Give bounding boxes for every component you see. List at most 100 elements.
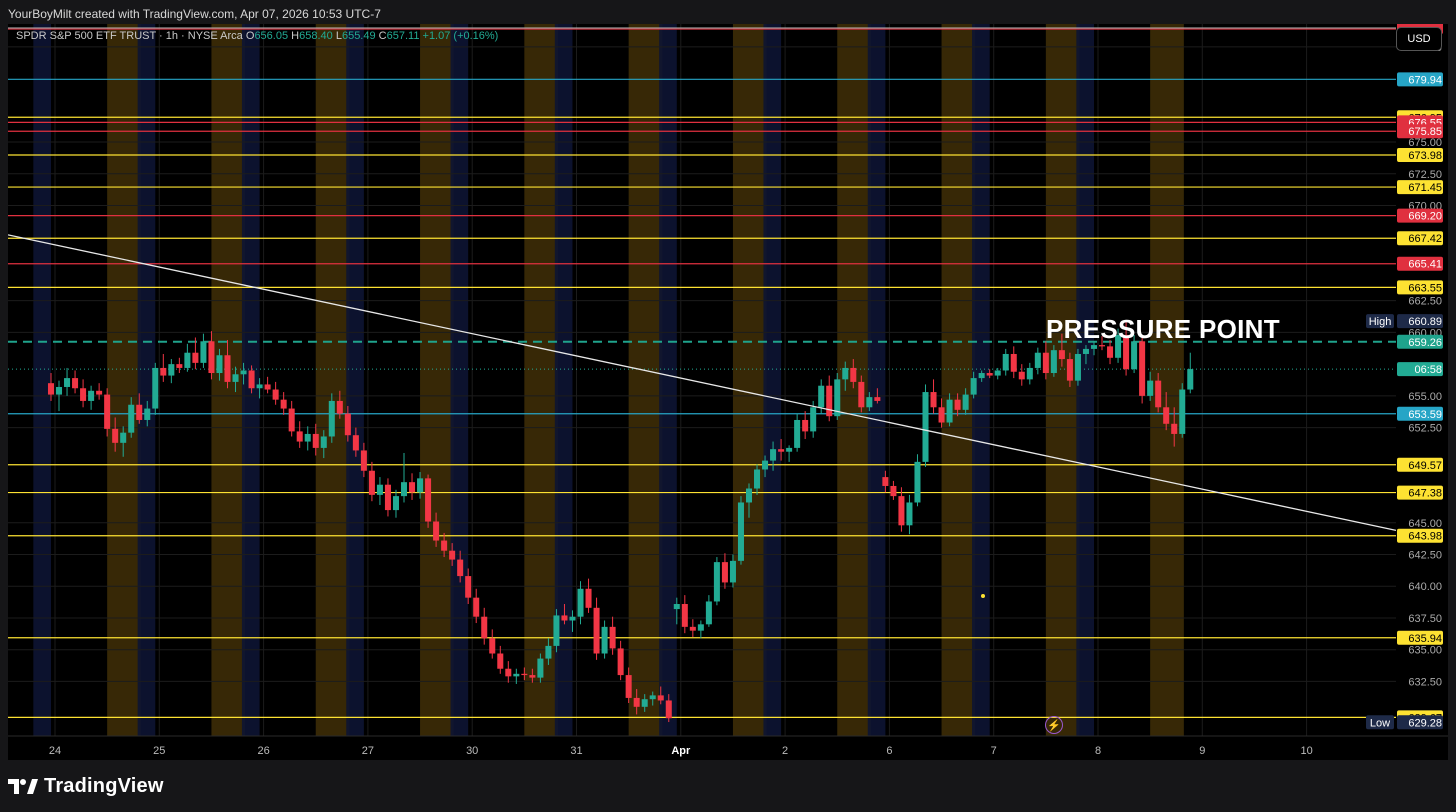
level-price-tag: 663.55 bbox=[1408, 282, 1442, 294]
afterhours-band bbox=[1045, 24, 1080, 736]
level-price-tag: 669.20 bbox=[1408, 211, 1442, 223]
afterhours-band bbox=[315, 24, 350, 736]
time-tick-label: 31 bbox=[570, 745, 582, 757]
price-tick-label: 652.50 bbox=[1408, 423, 1442, 435]
candle-up bbox=[1187, 369, 1194, 390]
premarket-band bbox=[33, 24, 51, 736]
open-label: O bbox=[245, 30, 255, 42]
candle-up bbox=[697, 624, 704, 631]
level-price-tag-bg bbox=[1397, 485, 1443, 500]
candle-down bbox=[497, 653, 504, 669]
candle-down bbox=[104, 394, 111, 429]
chart-panel[interactable]: 682.50675.00672.50670.00662.50660.00655.… bbox=[8, 24, 1448, 760]
candle-up bbox=[745, 488, 753, 503]
currency-button[interactable]: USD bbox=[1396, 27, 1442, 51]
session-bands bbox=[33, 24, 1184, 736]
candle-down bbox=[489, 638, 496, 654]
candle-up bbox=[906, 502, 913, 526]
level-price-tag: 643.98 bbox=[1408, 531, 1442, 543]
candle-up bbox=[553, 615, 560, 646]
dashed-level-tag: 659.26 bbox=[1408, 337, 1442, 349]
candle-up bbox=[216, 355, 223, 374]
countdown-tag: 06:58 bbox=[1414, 364, 1442, 376]
candle-up bbox=[569, 616, 576, 621]
candle-down bbox=[136, 404, 143, 420]
price-chart[interactable]: 682.50675.00672.50670.00662.50660.00655.… bbox=[8, 24, 1448, 760]
afterhours-band bbox=[628, 24, 663, 736]
candle-down bbox=[384, 484, 391, 511]
low-label: Low bbox=[1370, 717, 1390, 729]
candle-down bbox=[938, 407, 945, 423]
candle-up bbox=[88, 390, 95, 401]
level-price-tag-bg bbox=[1397, 406, 1443, 421]
candle-up bbox=[232, 374, 239, 382]
candle-down bbox=[1107, 346, 1114, 358]
premarket-band bbox=[867, 24, 886, 736]
price-tick-label: 662.50 bbox=[1408, 296, 1442, 308]
horizontal-levels bbox=[8, 27, 1396, 718]
low-price-tag: 629.28 bbox=[1408, 717, 1442, 729]
candle-down bbox=[585, 588, 592, 608]
candle-up bbox=[713, 562, 720, 602]
candle-down bbox=[272, 389, 279, 400]
candle-up bbox=[320, 436, 327, 448]
candle-down bbox=[1042, 352, 1049, 374]
marker-dot bbox=[981, 594, 985, 598]
candle-up bbox=[866, 397, 873, 408]
candle-down bbox=[360, 450, 367, 471]
high-label-bg bbox=[1366, 314, 1394, 329]
level-price-tag-bg bbox=[1397, 72, 1443, 87]
candle-up bbox=[914, 461, 921, 503]
candle-down bbox=[898, 496, 905, 526]
candle-up bbox=[1147, 380, 1154, 396]
candle-up bbox=[1074, 353, 1081, 381]
time-axis-bg bbox=[8, 736, 1448, 760]
candle-up bbox=[144, 408, 151, 420]
candle-up bbox=[376, 484, 383, 495]
tradingview-brand[interactable]: TradingView bbox=[8, 772, 164, 800]
trendline[interactable] bbox=[8, 234, 1397, 532]
time-tick-label: 27 bbox=[362, 745, 374, 757]
trendline-layer bbox=[8, 234, 1397, 598]
level-price-tag: 649.57 bbox=[1408, 460, 1442, 472]
candle-down bbox=[312, 433, 319, 448]
candle-up bbox=[152, 367, 159, 409]
time-tick-label: 6 bbox=[886, 745, 892, 757]
price-tick-label: 675.00 bbox=[1408, 137, 1442, 149]
price-tick-label: 642.50 bbox=[1408, 550, 1442, 562]
candle-down bbox=[409, 482, 416, 493]
candle-up bbox=[577, 588, 584, 617]
candle-down bbox=[425, 478, 432, 522]
candle-down bbox=[609, 626, 616, 649]
low-value: 655.49 bbox=[341, 30, 376, 42]
time-tick-label: 10 bbox=[1300, 745, 1312, 757]
candle-up bbox=[168, 364, 175, 376]
grid bbox=[8, 24, 1396, 736]
candle-down bbox=[657, 695, 664, 701]
lightning-icon[interactable]: ⚡ bbox=[1045, 716, 1063, 734]
level-price-tag-bg bbox=[1397, 256, 1443, 271]
candle-up bbox=[794, 419, 801, 448]
candle-up bbox=[304, 433, 311, 442]
candle-up bbox=[818, 385, 825, 408]
candle-down bbox=[826, 385, 833, 417]
level-price-tag: 675.85 bbox=[1408, 126, 1442, 138]
candle-up bbox=[673, 604, 680, 610]
candle-down bbox=[441, 540, 448, 551]
time-axis: 24 25 26 27 30 31 Apr 2 6 7 8 9 10 bbox=[8, 735, 1448, 760]
afterhours-band bbox=[1150, 24, 1184, 736]
price-tick-label: 672.50 bbox=[1408, 169, 1442, 181]
symbol-name: SPDR S&P 500 ETF TRUST · 1h · NYSE Arca bbox=[16, 30, 243, 42]
candle-down bbox=[1066, 359, 1073, 381]
candle-down bbox=[449, 550, 456, 560]
candle-down bbox=[344, 413, 351, 436]
candle-up bbox=[128, 404, 135, 433]
time-tick-label: 2 bbox=[782, 745, 788, 757]
candle-down bbox=[224, 355, 231, 382]
open-value: 656.05 bbox=[254, 30, 289, 42]
level-price-tag-bg bbox=[1397, 528, 1443, 543]
level-price-tag-bg bbox=[1397, 124, 1443, 139]
pressure-point-annotation[interactable]: PRESSURE POINT bbox=[1046, 314, 1280, 344]
tradingview-logo-icon bbox=[8, 779, 38, 794]
candle-up bbox=[184, 352, 191, 368]
